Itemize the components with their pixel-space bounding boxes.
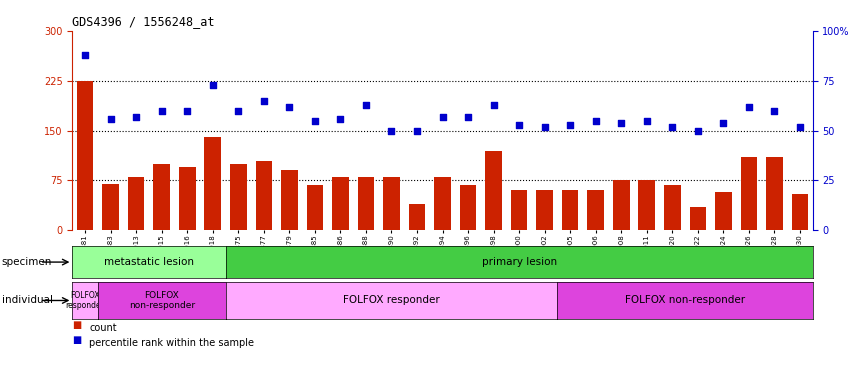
Point bbox=[78, 51, 92, 58]
Point bbox=[359, 101, 373, 108]
Bar bbox=[306, 185, 323, 230]
Text: FOLFOX non-responder: FOLFOX non-responder bbox=[625, 295, 745, 306]
Bar bbox=[587, 190, 604, 230]
Point bbox=[385, 127, 398, 134]
Point bbox=[691, 127, 705, 134]
Point bbox=[104, 116, 117, 122]
Point bbox=[512, 121, 526, 127]
Point bbox=[231, 108, 245, 114]
Bar bbox=[766, 157, 783, 230]
Point bbox=[742, 104, 756, 110]
Point bbox=[334, 116, 347, 122]
Text: metastatic lesion: metastatic lesion bbox=[104, 257, 194, 267]
Bar bbox=[230, 164, 247, 230]
Bar bbox=[77, 81, 94, 230]
Text: ■: ■ bbox=[72, 334, 82, 344]
Bar bbox=[511, 190, 528, 230]
Bar bbox=[179, 167, 196, 230]
Text: ■: ■ bbox=[72, 320, 82, 330]
Point bbox=[283, 104, 296, 110]
Bar bbox=[536, 190, 553, 230]
Point bbox=[410, 127, 424, 134]
Bar bbox=[153, 164, 170, 230]
Bar bbox=[460, 185, 477, 230]
Text: FOLFOX
non-responder: FOLFOX non-responder bbox=[129, 291, 195, 310]
Text: primary lesion: primary lesion bbox=[482, 257, 557, 267]
Point bbox=[180, 108, 194, 114]
Point bbox=[206, 81, 220, 88]
Text: FOLFOX
responder: FOLFOX responder bbox=[66, 291, 105, 310]
Bar bbox=[281, 170, 298, 230]
Text: percentile rank within the sample: percentile rank within the sample bbox=[89, 338, 254, 348]
Point bbox=[640, 118, 654, 124]
Point bbox=[793, 124, 807, 130]
Point bbox=[589, 118, 603, 124]
Bar bbox=[204, 137, 221, 230]
Bar bbox=[791, 194, 808, 230]
Bar bbox=[434, 177, 451, 230]
Point bbox=[717, 119, 730, 126]
Point bbox=[308, 118, 322, 124]
Bar bbox=[408, 204, 426, 230]
Point bbox=[614, 119, 628, 126]
Bar bbox=[664, 185, 681, 230]
Bar bbox=[562, 190, 579, 230]
Point bbox=[257, 98, 271, 104]
Point bbox=[155, 108, 168, 114]
Point bbox=[436, 114, 449, 120]
Bar bbox=[357, 177, 374, 230]
Bar bbox=[613, 180, 630, 230]
Text: specimen: specimen bbox=[2, 257, 52, 267]
Bar bbox=[332, 177, 349, 230]
Text: count: count bbox=[89, 323, 117, 333]
Bar bbox=[383, 177, 400, 230]
Text: GDS4396 / 1556248_at: GDS4396 / 1556248_at bbox=[72, 15, 214, 28]
Point bbox=[768, 108, 781, 114]
Bar bbox=[715, 192, 732, 230]
Point bbox=[665, 124, 679, 130]
Bar bbox=[102, 184, 119, 230]
Text: individual: individual bbox=[2, 295, 53, 306]
Point bbox=[487, 101, 500, 108]
Bar bbox=[689, 207, 706, 230]
Point bbox=[129, 114, 143, 120]
Point bbox=[563, 121, 577, 127]
Bar bbox=[128, 177, 145, 230]
Bar bbox=[255, 161, 272, 230]
Bar bbox=[740, 157, 757, 230]
Bar bbox=[638, 180, 655, 230]
Point bbox=[538, 124, 551, 130]
Bar bbox=[485, 151, 502, 230]
Text: FOLFOX responder: FOLFOX responder bbox=[343, 295, 440, 306]
Point bbox=[461, 114, 475, 120]
